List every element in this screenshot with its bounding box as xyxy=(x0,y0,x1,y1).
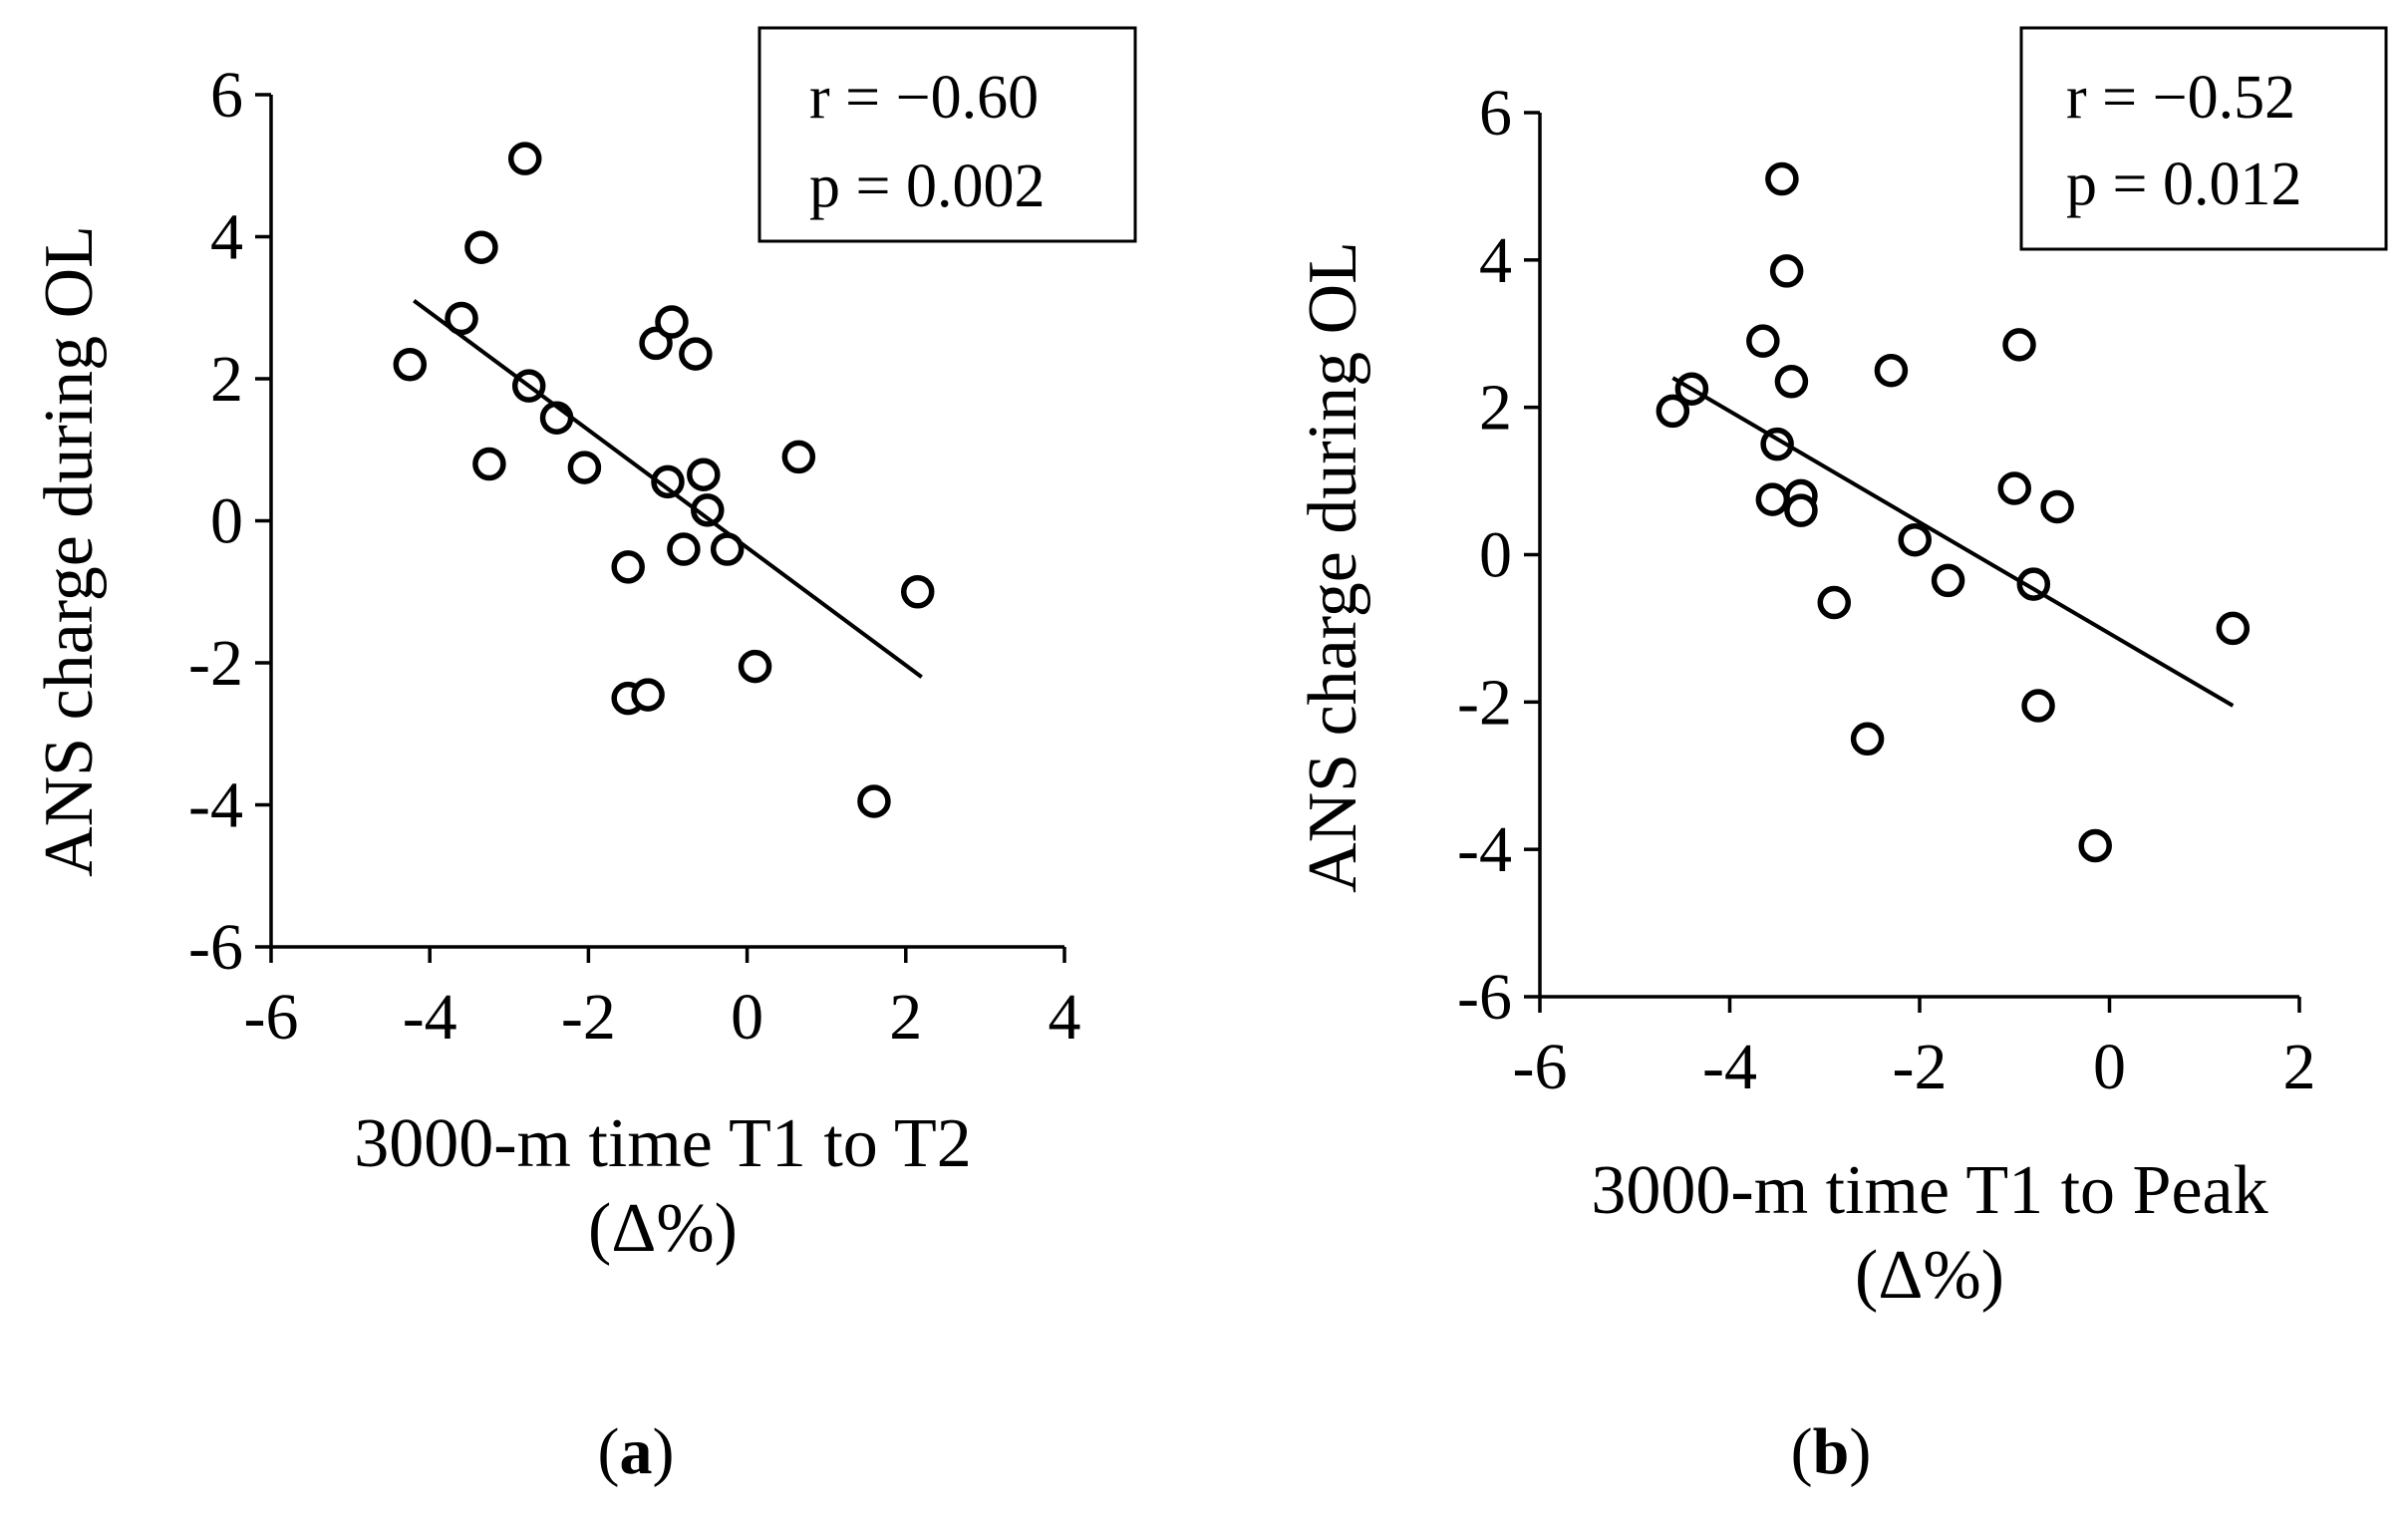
y-tick-label: 4 xyxy=(210,201,243,274)
data-point xyxy=(1746,324,1780,358)
data-point xyxy=(1765,161,1799,196)
x-tick-label: 2 xyxy=(889,981,922,1054)
data-point xyxy=(781,440,816,474)
data-point xyxy=(1769,254,1804,288)
data-point xyxy=(2216,611,2251,646)
panel-b-points xyxy=(1656,161,2251,863)
panel-a-stats-box xyxy=(757,26,1137,243)
panel-a-points xyxy=(393,142,935,818)
x-tick-label: -4 xyxy=(403,981,457,1054)
y-tick-label: 4 xyxy=(1479,224,1512,297)
data-point xyxy=(655,305,689,339)
panel-b-letter: b xyxy=(1813,1415,1850,1488)
x-tick-label: 4 xyxy=(1049,981,1081,1054)
data-point xyxy=(1898,522,1932,557)
data-point xyxy=(507,142,542,175)
data-point xyxy=(445,301,478,336)
x-tick-label: -6 xyxy=(1513,1031,1568,1103)
y-tick-label: 2 xyxy=(210,343,243,416)
x-tick-label: -4 xyxy=(1702,1031,1757,1103)
data-point xyxy=(2078,828,2112,863)
data-point xyxy=(472,447,506,481)
panel-a-label: (a) xyxy=(598,1415,675,1488)
data-point xyxy=(464,230,498,264)
data-point xyxy=(857,784,891,818)
panel-b-fit-line xyxy=(1671,376,2235,708)
panel-b-ticks: -6 -4 -2 0 2 4 6 -6 -4 -2 0 2 xyxy=(1457,77,2315,1103)
data-point xyxy=(567,451,602,484)
y-tick-label: -2 xyxy=(188,627,243,700)
y-tick-label: 2 xyxy=(1479,372,1512,445)
y-tick-label: 0 xyxy=(210,485,243,558)
y-tick-label: -4 xyxy=(188,769,243,842)
data-point xyxy=(1755,482,1790,516)
y-tick-label: -2 xyxy=(1457,666,1512,739)
panel-a-x-axis-title-line1: 3000-m time T1 to T2 xyxy=(354,1105,972,1182)
panel-b-x-axis-title-line2: (Δ%) xyxy=(1855,1237,2004,1314)
panel-a-p-value: p = 0.002 xyxy=(809,152,1045,220)
panel-b-stats-box xyxy=(2019,26,2388,251)
data-point xyxy=(611,550,645,584)
data-point xyxy=(1850,722,1885,757)
data-point xyxy=(1997,471,2031,505)
panel-b-r-value: r = −0.52 xyxy=(2066,64,2295,132)
y-tick-label: 6 xyxy=(1479,77,1512,150)
y-tick-label: 0 xyxy=(1479,519,1512,592)
panel-b-label: (b) xyxy=(1791,1415,1872,1488)
data-point xyxy=(639,326,673,361)
data-point xyxy=(393,348,428,382)
data-point xyxy=(631,678,665,712)
panel-b-y-axis-title: ANS charge during OL xyxy=(1295,241,1371,893)
panel-a-letter: a xyxy=(620,1415,653,1488)
data-point xyxy=(2021,689,2055,723)
data-point xyxy=(2002,328,2036,362)
y-tick-label: 6 xyxy=(210,59,243,132)
panel-a-ticks: -6 -4 -2 0 2 4 6 -6 -4 -2 0 2 4 xyxy=(188,59,1080,1054)
x-tick-label: -2 xyxy=(1893,1031,1948,1103)
data-point xyxy=(667,532,701,566)
panel-a-y-axis-title: ANS charge during OL xyxy=(31,225,108,877)
data-point xyxy=(1656,394,1690,429)
data-point xyxy=(2040,489,2074,524)
x-tick-label: 2 xyxy=(2283,1031,2316,1103)
data-point xyxy=(1817,585,1852,620)
panel-a-x-axis-title-line2: (Δ%) xyxy=(588,1190,738,1267)
data-point xyxy=(687,457,721,491)
data-point xyxy=(1774,365,1809,399)
x-tick-label: -2 xyxy=(561,981,616,1054)
panel-a-r-value: r = −0.60 xyxy=(809,64,1039,132)
panel-b-p-value: p = 0.012 xyxy=(2066,151,2301,218)
panel-b-chart: r = −0.52 p = 0.012 -6 -4 -2 0 2 4 6 -6 -4 -2 0 2 A… xyxy=(1295,26,2388,1488)
data-point xyxy=(679,337,713,371)
data-point xyxy=(1931,563,1965,598)
data-point xyxy=(1874,353,1909,388)
x-tick-label: 0 xyxy=(2093,1031,2126,1103)
y-tick-label: -6 xyxy=(1457,961,1512,1034)
x-tick-label: -6 xyxy=(244,981,299,1054)
y-tick-label: -4 xyxy=(1457,813,1512,886)
data-point xyxy=(900,575,935,609)
y-tick-label: -6 xyxy=(188,911,243,984)
data-point xyxy=(651,464,685,499)
x-tick-label: 0 xyxy=(731,981,763,1054)
data-point xyxy=(738,649,772,684)
data-point xyxy=(1784,493,1818,527)
panel-a-fit-line xyxy=(413,299,923,679)
panel-b-x-axis-title-line1: 3000-m time T1 to Peak xyxy=(1591,1152,2267,1229)
